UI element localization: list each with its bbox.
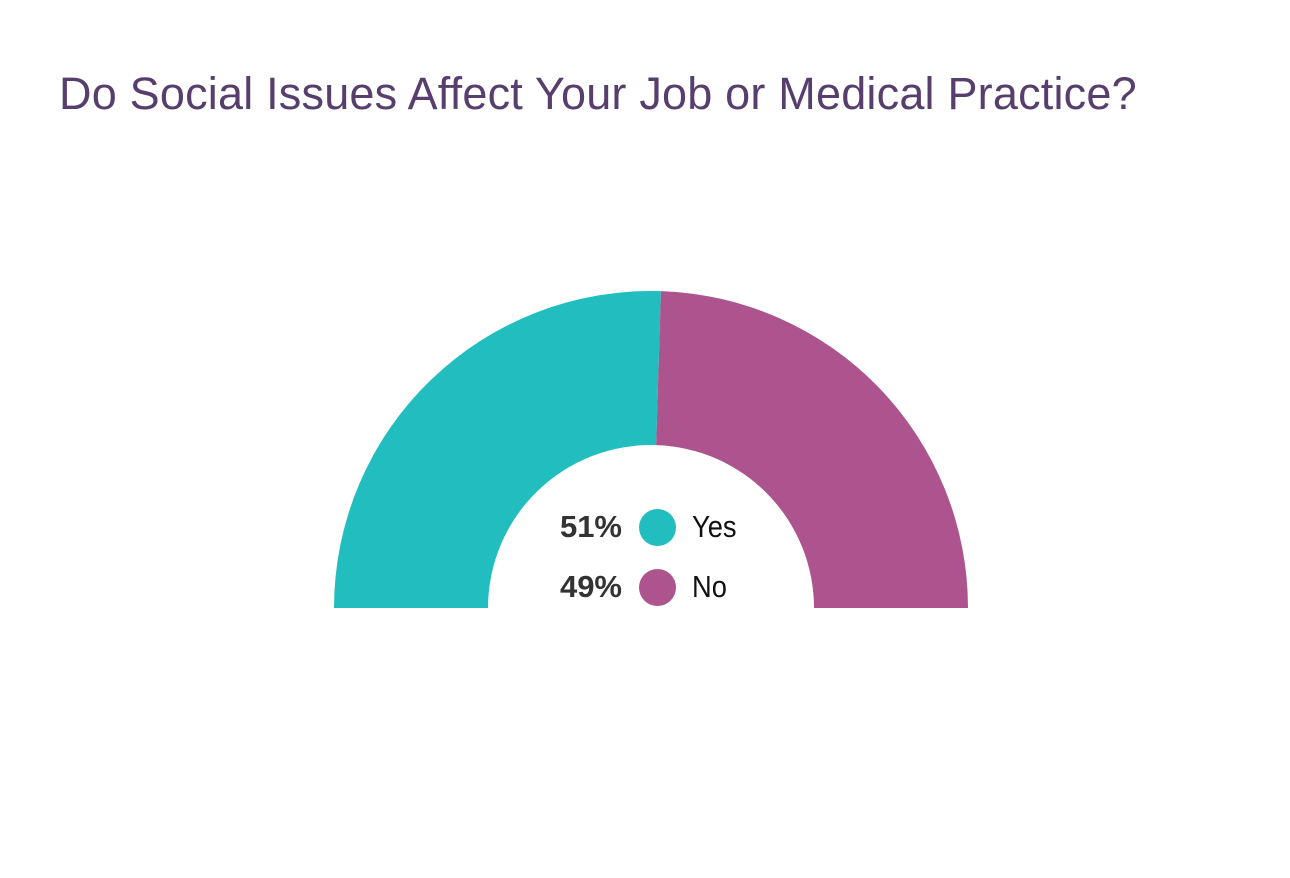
- legend-swatch-no: [639, 568, 676, 606]
- slice-yes: [334, 291, 661, 608]
- chart-title: Do Social Issues Affect Your Job or Medi…: [59, 68, 1137, 119]
- legend-swatch-yes: [639, 508, 676, 546]
- legend-value-no: 49%: [559, 569, 622, 604]
- legend-label-yes: Yes: [692, 509, 737, 544]
- slice-no: [656, 291, 968, 608]
- legend-value-yes: 51%: [559, 509, 622, 544]
- legend-item-yes: 51% Yes: [520, 507, 820, 547]
- legend-label-no: No: [692, 569, 727, 604]
- legend-item-no: 49% No: [520, 567, 820, 607]
